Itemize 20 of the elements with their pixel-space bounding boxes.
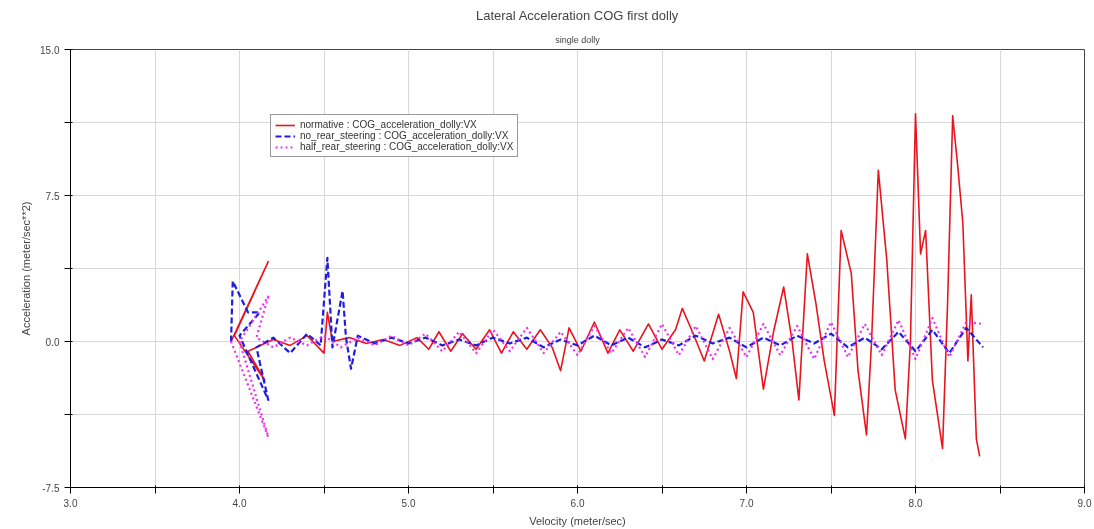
x-tick-label: 5.0 — [401, 497, 416, 509]
x-tick-label: 3.0 — [63, 497, 78, 509]
x-tick-label: 6.0 — [570, 497, 585, 509]
y-tick-label: -7.5 — [42, 482, 60, 494]
line-series — [229, 256, 985, 401]
legend-label: normative : COG_acceleration_dolly:VX — [300, 119, 477, 130]
y-tick-label: 15.0 — [40, 44, 60, 56]
x-axis-title: Velocity (meter/sec) — [529, 514, 626, 527]
chart-title: Lateral Acceleration COG first dolly — [475, 7, 679, 23]
y-axis-title: Acceleration (meter/sec**2) — [20, 201, 33, 336]
chart-subtitle: single dolly — [555, 34, 601, 45]
y-tick-label: 7.5 — [45, 190, 60, 202]
legend-label: no_rear_steering : COG_acceleration_dolly:VX — [300, 130, 509, 141]
x-tick-label: 4.0 — [232, 497, 247, 509]
line-series — [230, 112, 981, 458]
x-tick-label: 9.0 — [1077, 497, 1092, 509]
x-tick-label: 8.0 — [908, 497, 923, 509]
x-tick-label: 7.0 — [739, 497, 754, 509]
legend-label: half_rear_steering : COG_acceleration_dolly:VX — [300, 141, 514, 152]
y-tick-label: 0.0 — [45, 336, 60, 348]
